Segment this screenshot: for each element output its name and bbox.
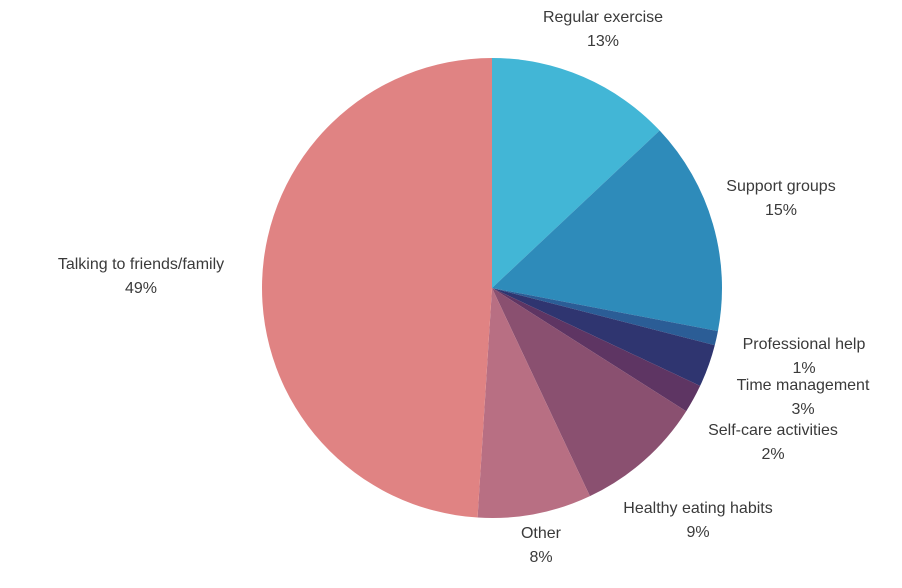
pie-slice — [492, 288, 718, 346]
pie-slice — [477, 288, 590, 518]
slice-value-label: 13% — [587, 33, 619, 50]
slice-label: Talking to friends/family — [58, 256, 224, 273]
slice-value-label: 3% — [791, 401, 814, 418]
slice-value-label: 9% — [686, 524, 709, 541]
slice-label: Regular exercise — [543, 9, 663, 26]
slice-label: Time management — [737, 377, 870, 394]
pie-slice — [492, 130, 722, 332]
pie-slice — [492, 288, 701, 412]
slice-label: Support groups — [726, 178, 835, 195]
slice-label: Professional help — [743, 336, 866, 353]
pie-slice — [492, 288, 687, 497]
slice-value-label: 2% — [761, 446, 784, 463]
slice-value-label: 8% — [529, 549, 552, 566]
slice-label: Self-care activities — [708, 422, 838, 439]
pie-slice — [492, 58, 660, 288]
slice-value-label: 1% — [792, 360, 815, 377]
slice-value-label: 15% — [765, 202, 797, 219]
slice-label: Other — [521, 525, 562, 542]
slice-label: Healthy eating habits — [623, 500, 772, 517]
pie-slice — [262, 58, 492, 518]
pie-slice — [492, 288, 715, 386]
slice-value-label: 49% — [125, 280, 157, 297]
